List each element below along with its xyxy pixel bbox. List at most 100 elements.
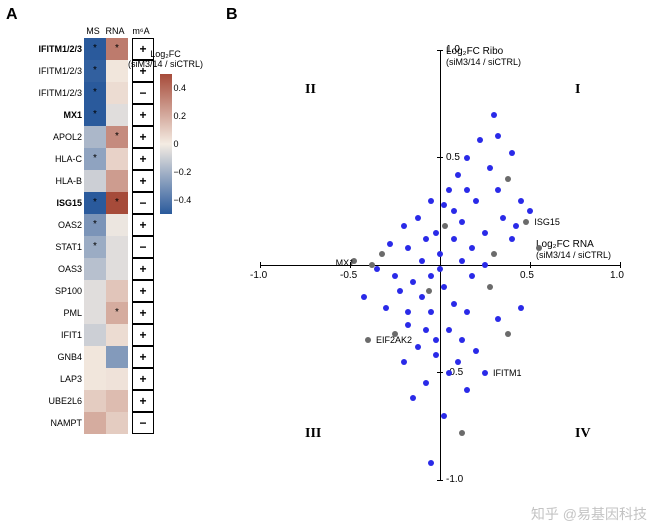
quadrant-label: I: [575, 82, 580, 98]
colorbar: Log₂FC(siM3/14 / siCTRL) 0.40.20−0.2−0.4: [128, 50, 203, 214]
quadrant-label: II: [305, 82, 316, 98]
scatter-point: [464, 309, 470, 315]
scatter-point: [505, 176, 511, 182]
scatter-point: [397, 288, 403, 294]
watermark: 知乎 @易基因科技: [531, 504, 647, 524]
heatmap-cell: [106, 82, 128, 104]
row-label: OAS2: [36, 220, 84, 230]
colorbar-tick: −0.4: [174, 195, 192, 205]
heatmap-cell: *: [84, 148, 106, 170]
m6a-cell: +: [132, 368, 154, 390]
heatmap-cell: *: [84, 60, 106, 82]
scatter-point: [428, 273, 434, 279]
heatmap-row: LAP3+: [36, 368, 154, 390]
scatter-point: [419, 258, 425, 264]
scatter-point: [459, 430, 465, 436]
scatter-point: [392, 273, 398, 279]
scatter-point: [459, 337, 465, 343]
scatter-point: [383, 305, 389, 311]
scatter-point: [433, 352, 439, 358]
scatter-point: [387, 241, 393, 247]
x-tick-label: -1.0: [250, 270, 267, 281]
heatmap-cell: [106, 236, 128, 258]
m6a-cell: +: [132, 214, 154, 236]
heatmap-cell: *: [84, 192, 106, 214]
heatmap-row: PML*+: [36, 302, 154, 324]
row-label: MX1: [36, 110, 84, 120]
scatter-point: [469, 245, 475, 251]
heatmap-cell: *: [106, 38, 128, 60]
scatter-point: [495, 187, 501, 193]
scatter-point: [442, 223, 448, 229]
point-label: IFITM1: [493, 368, 522, 378]
heatmap-cell: [84, 170, 106, 192]
scatter-point: [423, 236, 429, 242]
heatmap-cell: [84, 368, 106, 390]
scatter-point: [437, 251, 443, 257]
heatmap-cell: *: [106, 302, 128, 324]
scatter-point: [365, 337, 371, 343]
scatter-point: [459, 219, 465, 225]
x-tick-label: -0.5: [340, 270, 357, 281]
scatter-point: [491, 251, 497, 257]
row-label: IFITM1/2/3: [36, 66, 84, 76]
scatter-point: [473, 348, 479, 354]
scatter-point: [523, 219, 529, 225]
scatter-point: [509, 150, 515, 156]
scatter-point: [433, 337, 439, 343]
scatter-point: [410, 395, 416, 401]
scatter-point: [477, 137, 483, 143]
panel-a-label: A: [6, 6, 18, 24]
point-label: EIF2AK2: [376, 335, 412, 345]
heatmap-cell: [106, 324, 128, 346]
row-label: SP100: [36, 286, 84, 296]
scatter-point: [491, 112, 497, 118]
x-tick: [530, 262, 531, 268]
heatmap-cell: [84, 302, 106, 324]
scatter-point: [527, 208, 533, 214]
heatmap-row: STAT1*−: [36, 236, 154, 258]
heatmap-row: IFIT1+: [36, 324, 154, 346]
scatter-point: [451, 236, 457, 242]
row-label: HLA-C: [36, 154, 84, 164]
heatmap-cell: [84, 324, 106, 346]
heatmap-cell: [106, 104, 128, 126]
scatter-point: [423, 380, 429, 386]
scatter-point: [455, 359, 461, 365]
scatter-point: [405, 245, 411, 251]
scatter-point: [428, 198, 434, 204]
m6a-cell: −: [132, 412, 154, 434]
point-label: ISG15: [534, 217, 560, 227]
y-tick: [437, 372, 443, 373]
scatter-point: [513, 223, 519, 229]
scatter-point: [405, 322, 411, 328]
heatmap-cell: [84, 346, 106, 368]
heatmap-cell: *: [84, 38, 106, 60]
scatter-point: [419, 294, 425, 300]
scatter-point: [361, 294, 367, 300]
heatmap-cell: [106, 60, 128, 82]
m6a-cell: +: [132, 346, 154, 368]
col-rna: RNA: [104, 26, 126, 36]
x-tick-label: 1.0: [610, 270, 624, 281]
row-label: UBE2L6: [36, 396, 84, 406]
colorbar-tick: −0.2: [174, 167, 192, 177]
row-label: STAT1: [36, 242, 84, 252]
row-label: OAS3: [36, 264, 84, 274]
row-label: HLA-B: [36, 176, 84, 186]
scatter-point: [487, 165, 493, 171]
scatter-point: [451, 301, 457, 307]
heatmap-row: NAMPT−: [36, 412, 154, 434]
scatter-point: [415, 344, 421, 350]
scatter-point: [464, 387, 470, 393]
scatter-point: [441, 284, 447, 290]
scatter-point: [495, 133, 501, 139]
heatmap-cell: [84, 390, 106, 412]
y-tick-label: -1.0: [446, 474, 463, 485]
y-tick: [437, 480, 443, 481]
y-tick: [437, 157, 443, 158]
m6a-cell: +: [132, 280, 154, 302]
m6a-cell: −: [132, 236, 154, 258]
heatmap-cell: [106, 148, 128, 170]
m6a-cell: +: [132, 258, 154, 280]
